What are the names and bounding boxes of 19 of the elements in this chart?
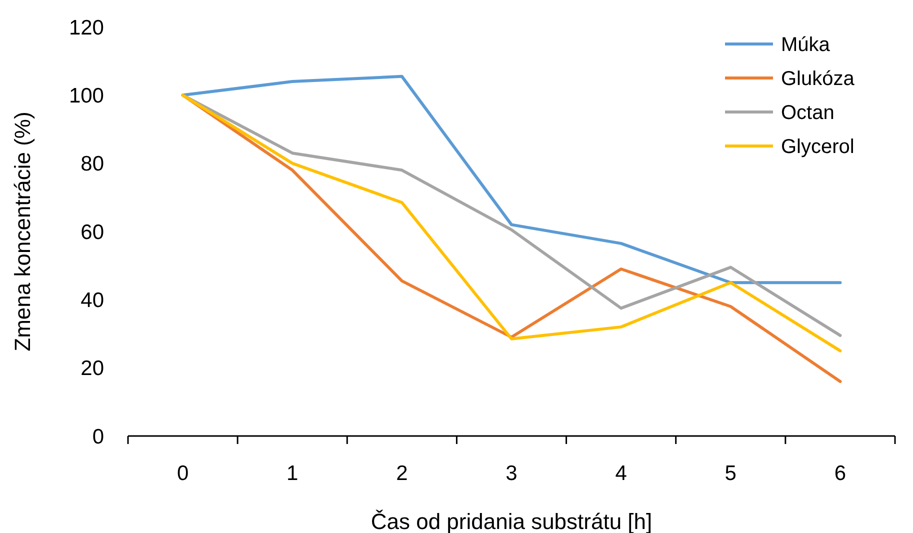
x-tick-label: 4	[615, 462, 628, 485]
y-axis-title: Zmena koncentrácie (%)	[10, 112, 35, 352]
y-tick-label: 120	[68, 16, 104, 40]
y-tick-label: 100	[68, 84, 104, 108]
x-tick-label: 3	[506, 462, 518, 485]
x-tick-label: 0	[176, 462, 189, 485]
x-tick-label: 2	[396, 462, 408, 485]
legend-label: Glycerol	[781, 136, 854, 158]
legend-label: Octan	[781, 102, 834, 124]
x-tick-label: 5	[724, 462, 736, 485]
y-tick-label: 40	[80, 289, 104, 312]
x-tick-label: 6	[834, 462, 846, 485]
legend-label: Múka	[781, 34, 831, 56]
y-tick-label: 80	[80, 152, 104, 176]
y-tick-label: 60	[80, 220, 104, 244]
x-tick-label: 1	[286, 462, 298, 485]
legend-label: Glukóza	[781, 68, 856, 90]
y-tick-label: 0	[92, 425, 104, 448]
y-tick-label: 20	[80, 357, 104, 380]
